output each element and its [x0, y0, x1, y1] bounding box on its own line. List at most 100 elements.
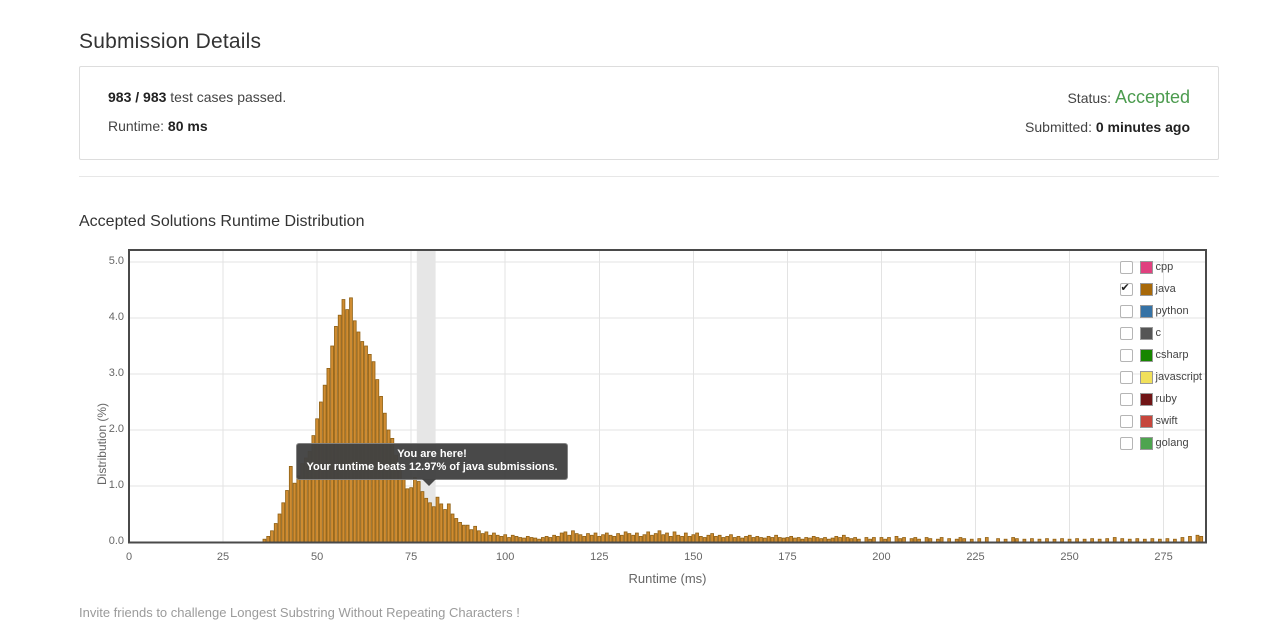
chart-title: Accepted Solutions Runtime Distribution — [79, 213, 365, 230]
histogram-bar — [1045, 538, 1049, 543]
submitted-line: Submitted: 0 minutes ago — [1025, 117, 1190, 137]
legend-label-c: c — [1155, 327, 1162, 339]
histogram-bar — [680, 535, 684, 543]
x-tick-label: 175 — [778, 551, 797, 563]
histogram-bar — [845, 537, 850, 543]
checkbox-csharp[interactable] — [1119, 348, 1133, 362]
histogram-bar — [420, 491, 425, 543]
histogram-bar — [1165, 538, 1170, 543]
histogram-bar — [529, 537, 534, 543]
histogram-bar — [683, 532, 688, 543]
checkbox-python[interactable] — [1119, 304, 1133, 318]
legend-item-csharp[interactable]: csharp — [1119, 344, 1202, 366]
histogram-bar — [1180, 537, 1185, 543]
you-are-here-tooltip: You are here! Your runtime beats 12.97% … — [296, 443, 568, 486]
histogram-bar — [984, 537, 989, 543]
page-title: Submission Details — [79, 30, 262, 53]
histogram-bar — [616, 533, 620, 543]
histogram-bar — [601, 534, 605, 543]
histogram-bar — [608, 534, 613, 543]
histogram-bar — [563, 531, 568, 543]
color-swatch-javascript — [1139, 370, 1153, 384]
histogram-bar — [699, 535, 703, 543]
histogram-bar — [808, 537, 812, 543]
histogram-bar — [958, 537, 963, 543]
histogram-bar — [349, 297, 353, 543]
color-swatch-golang — [1139, 436, 1153, 450]
legend-item-cpp[interactable]: cpp — [1119, 256, 1202, 278]
histogram-bar — [909, 538, 914, 543]
checked-checkbox-java[interactable] — [1119, 281, 1133, 296]
histogram-bar — [1135, 538, 1140, 543]
legend-label-csharp: csharp — [1155, 349, 1189, 361]
legend-item-swift[interactable]: swift — [1119, 410, 1202, 432]
histogram-bar — [567, 534, 572, 543]
legend-item-ruby[interactable]: ruby — [1119, 388, 1202, 410]
checkbox-cpp[interactable] — [1119, 260, 1133, 274]
histogram-bar — [401, 478, 406, 543]
histogram-bar — [841, 534, 846, 543]
histogram-bar — [947, 538, 952, 543]
histogram-bar — [273, 523, 278, 543]
legend-label-golang: golang — [1155, 437, 1189, 449]
checkbox-c[interactable] — [1119, 326, 1133, 340]
histogram-bar — [879, 537, 884, 543]
legend-item-c[interactable]: c — [1119, 322, 1202, 344]
histogram-bar — [650, 534, 654, 543]
x-tick-label: 250 — [1060, 551, 1079, 563]
x-axis-label: Runtime (ms) — [628, 571, 707, 586]
histogram-bar — [793, 537, 797, 543]
histogram-bar — [864, 537, 869, 543]
legend-item-java[interactable]: java — [1119, 278, 1202, 300]
histogram-bar — [510, 534, 515, 543]
histogram-bar — [465, 524, 470, 543]
histogram-bar — [469, 529, 474, 543]
histogram-bar — [732, 537, 737, 543]
histogram-bar — [540, 537, 545, 543]
legend-label-cpp: cpp — [1155, 261, 1174, 273]
histogram-bar — [894, 535, 899, 543]
checkbox-javascript[interactable] — [1119, 370, 1133, 384]
histogram-bar — [473, 525, 477, 543]
legend-item-javascript[interactable]: javascript — [1119, 366, 1202, 388]
x-tick-label: 0 — [125, 551, 133, 563]
tooltip-line1: You are here! — [397, 448, 467, 460]
histogram-bar — [849, 538, 854, 543]
checkbox-golang[interactable] — [1119, 436, 1133, 450]
chart-legend: cpp java python c csharp javascript ruby swift g… — [1119, 256, 1202, 454]
histogram-bar — [413, 477, 417, 543]
histogram-bar — [428, 502, 432, 543]
histogram-bar — [939, 537, 944, 543]
x-tick-label: 125 — [590, 551, 609, 563]
color-swatch-c — [1139, 326, 1153, 340]
histogram-bar — [887, 537, 891, 543]
checkbox-ruby[interactable] — [1119, 392, 1133, 406]
x-tick-label: 225 — [966, 551, 985, 563]
histogram-bar — [766, 535, 771, 543]
submission-summary-panel: 983 / 983 test cases passed. Runtime: 80… — [79, 66, 1219, 160]
runtime-distribution-chart: Distribution (%) cppjavapythonccsharpjav… — [79, 249, 1219, 589]
color-swatch-swift — [1139, 414, 1153, 428]
chart-plot-area[interactable]: cpp java python c csharp javascript ruby swift g… — [109, 249, 1207, 586]
histogram-bar — [902, 537, 906, 543]
histogram-bar — [815, 537, 820, 543]
histogram-bar — [781, 537, 786, 543]
y-tick-label: 2.0 — [108, 423, 124, 435]
legend-item-golang[interactable]: golang — [1119, 432, 1202, 454]
histogram-bar — [1015, 538, 1019, 543]
histogram-bar — [277, 513, 282, 543]
histogram-bar — [789, 535, 794, 543]
x-tick-label: 100 — [496, 551, 515, 563]
submitted-value: 0 minutes ago — [1095, 119, 1190, 135]
histogram-bar — [356, 331, 361, 543]
y-tick-label: 4.0 — [108, 311, 124, 323]
histogram-bar — [270, 530, 274, 543]
histogram-bar — [811, 535, 816, 543]
checkbox-swift[interactable] — [1119, 414, 1133, 428]
histogram-bar — [646, 531, 651, 543]
histogram-bar — [586, 533, 590, 543]
color-swatch-csharp — [1139, 348, 1153, 362]
histogram-bar — [928, 538, 933, 543]
histogram-bar — [1090, 538, 1094, 543]
legend-item-python[interactable]: python — [1119, 300, 1202, 322]
